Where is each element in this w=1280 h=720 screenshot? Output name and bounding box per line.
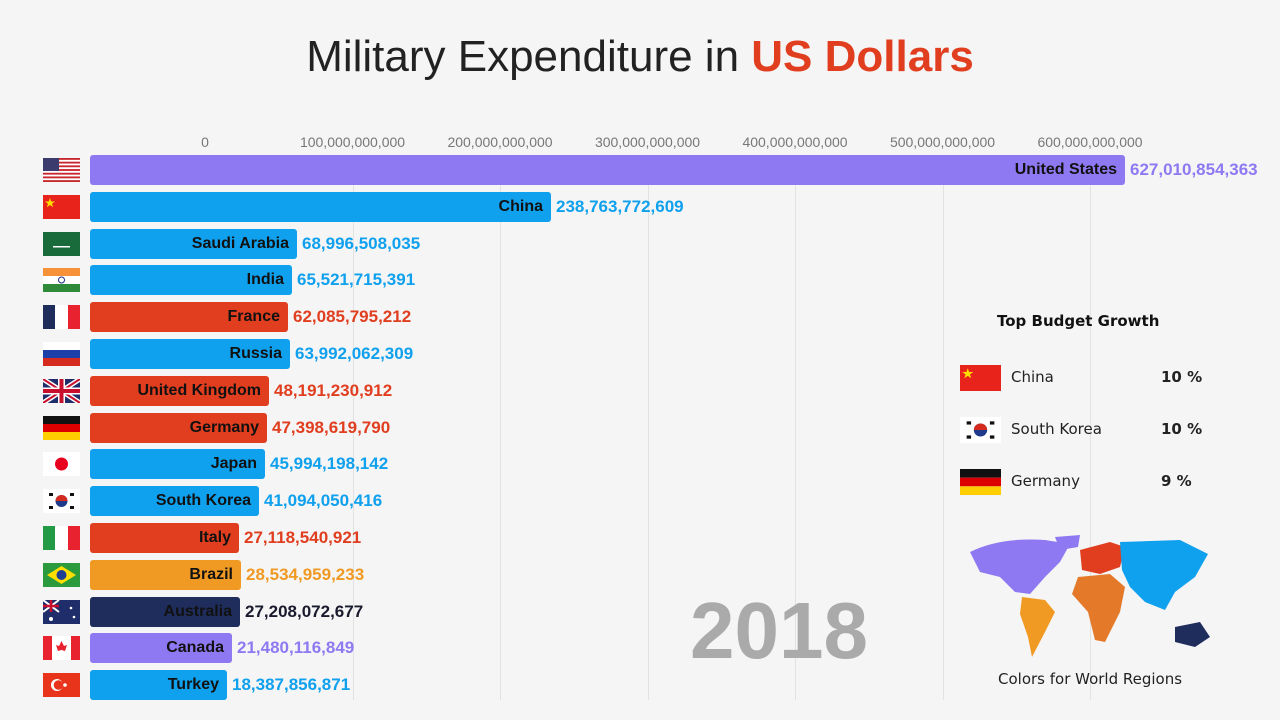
bar: Japan — [90, 449, 265, 480]
flag-cn-icon — [43, 194, 80, 219]
x-tick-label: 300,000,000,000 — [594, 134, 701, 150]
flag-us-icon — [43, 158, 80, 182]
flag-in-icon — [43, 268, 80, 293]
gridline — [647, 155, 649, 700]
title-highlight: US Dollars — [751, 32, 974, 81]
bar: Australia — [90, 596, 240, 627]
gridline — [500, 155, 501, 700]
flag-de-icon — [960, 469, 1001, 495]
flag-br-icon — [43, 562, 80, 587]
x-tick-label: 600,000,000,000 — [1037, 134, 1143, 150]
value-label: 65,521,715,391 — [297, 270, 416, 290]
value-label: 48,191,230,912 — [274, 380, 393, 400]
bar-label: Turkey — [167, 676, 219, 694]
value-label: 63,992,062,309 — [295, 344, 414, 363]
map-greenland — [1055, 535, 1080, 550]
bar: Turkey — [90, 670, 227, 701]
value-label: 238,763,772,609 — [556, 196, 684, 216]
bar: South Korea — [90, 486, 259, 517]
value-label: 41,094,050,416 — [264, 491, 383, 511]
x-tick-label: 0 — [201, 134, 209, 150]
gridline — [352, 155, 354, 700]
growth-country: Germany — [1011, 472, 1080, 490]
growth-country: China — [1011, 368, 1054, 386]
growth-value: 9 % — [1161, 472, 1192, 490]
bar: Saudi Arabia — [90, 228, 297, 259]
x-tick-label: 500,000,000,000 — [889, 134, 996, 150]
map-asia — [1120, 540, 1208, 610]
map-europe — [1080, 542, 1125, 574]
growth-value: 10 % — [1161, 420, 1203, 438]
bar-label: Japan — [210, 455, 257, 473]
value-label: 28,534,959,233 — [246, 564, 365, 584]
flag-cn-icon — [960, 365, 1001, 391]
bar: United Kingdom — [90, 375, 269, 406]
chart-title: Military Expenditure in US Dollars — [0, 32, 1280, 82]
bar-label: Saudi Arabia — [191, 234, 289, 252]
bar-label: Russia — [229, 345, 282, 362]
bar: India — [90, 265, 292, 296]
growth-item: South Korea 10 % — [960, 417, 1220, 443]
bar-label: Canada — [166, 639, 224, 657]
flag-jp-icon — [43, 452, 80, 477]
title-prefix: Military Expenditure in — [306, 32, 740, 81]
bar-label: Italy — [198, 529, 231, 546]
bar-label: France — [227, 308, 280, 326]
x-tick-label: 100,000,000,000 — [299, 134, 406, 150]
value-label: 27,208,072,677 — [245, 601, 364, 621]
flag-ca-icon — [43, 636, 80, 661]
value-label: 18,387,856,871 — [232, 675, 351, 695]
map-caption: Colors for World Regions — [998, 670, 1183, 688]
growth-value: 10 % — [1161, 368, 1203, 386]
value-label: 21,480,116,849 — [237, 638, 355, 658]
flag-it-icon — [43, 526, 80, 550]
bar: Italy — [90, 523, 239, 553]
value-label: 47,398,619,790 — [272, 417, 391, 437]
flag-au-icon — [43, 599, 80, 624]
growth-item: Germany 9 % — [960, 469, 1220, 495]
flag-kr-icon — [43, 489, 80, 514]
bar: Canada — [90, 633, 232, 664]
growth-item: China 10 % — [960, 365, 1220, 391]
bar-label: Australia — [163, 602, 232, 620]
bar: Russia — [90, 339, 290, 369]
map-australia — [1175, 622, 1210, 647]
map-africa — [1072, 574, 1125, 642]
world-map — [970, 535, 1210, 657]
map-south-america — [1020, 597, 1055, 657]
bar-label: Germany — [189, 418, 259, 436]
flag-de-icon — [43, 415, 80, 440]
bar-label: South Korea — [155, 492, 251, 510]
x-tick-label: 200,000,000,000 — [447, 134, 553, 150]
flag-ru-icon — [43, 342, 80, 366]
bar: China — [90, 191, 551, 222]
value-label: 27,118,540,921 — [244, 528, 362, 547]
flag-fr-icon — [43, 305, 80, 330]
gridline — [942, 155, 944, 700]
year-label: 2018 — [690, 586, 868, 675]
x-tick-label: 400,000,000,000 — [742, 134, 848, 150]
value-label: 627,010,854,363 — [1130, 160, 1258, 179]
value-label: 45,994,198,142 — [270, 454, 389, 474]
value-label: 62,085,795,212 — [293, 307, 412, 327]
flag-kr-icon — [960, 417, 1001, 443]
bar: Germany — [90, 412, 267, 443]
flag-sa-icon — [43, 231, 80, 256]
bar-label: Brazil — [189, 565, 233, 583]
bar: United States — [90, 155, 1125, 185]
growth-title: Top Budget Growth — [997, 312, 1160, 330]
flag-tr-icon — [43, 673, 80, 698]
map-north-america — [970, 539, 1070, 594]
bar-label: United Kingdom — [137, 381, 261, 399]
bar-label: India — [246, 271, 284, 289]
bar-label: China — [498, 197, 543, 215]
bar-label: United States — [1014, 161, 1117, 178]
bar: France — [90, 302, 288, 333]
bar: Brazil — [90, 559, 241, 590]
gridline — [1090, 155, 1091, 700]
flag-gb-icon — [43, 378, 80, 403]
value-label: 68,996,508,035 — [302, 233, 421, 253]
gridline — [795, 155, 796, 700]
growth-country: South Korea — [1011, 420, 1102, 438]
